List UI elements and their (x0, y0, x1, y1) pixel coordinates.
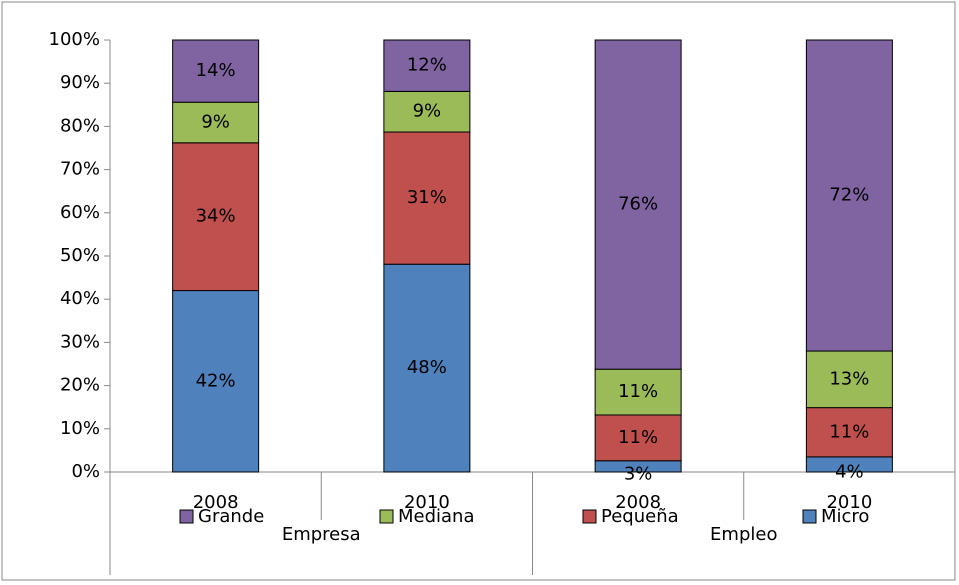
y-tick-label: 40% (60, 288, 100, 309)
bar-segment (383, 39, 471, 92)
x-tick-label: 2010 (404, 492, 450, 513)
legend-swatch (379, 509, 394, 524)
legend-label: Micro (821, 506, 869, 527)
bar-segment (594, 39, 682, 370)
bar-segment (594, 414, 682, 462)
legend-label: Mediana (398, 506, 475, 527)
data-label: 31% (407, 187, 447, 208)
y-tick-label: 30% (60, 331, 100, 352)
bar-segment (383, 131, 471, 265)
data-label: 12% (407, 55, 447, 76)
legend-swatch (802, 509, 817, 524)
data-label: 4% (835, 461, 864, 482)
data-label: 11% (618, 381, 658, 402)
bar-segment (172, 290, 260, 473)
data-label: 13% (829, 368, 869, 389)
y-tick-label: 90% (60, 72, 100, 93)
data-label: 11% (618, 427, 658, 448)
legend-swatch (179, 509, 194, 524)
y-tick-label: 50% (60, 245, 100, 266)
y-tick-label: 20% (60, 375, 100, 396)
y-tick-label: 60% (60, 202, 100, 223)
data-label: 11% (829, 421, 869, 442)
bar-segment (805, 39, 893, 352)
x-tick-label: 2010 (826, 492, 872, 513)
y-tick-label: 70% (60, 159, 100, 180)
y-tick-label: 10% (60, 418, 100, 439)
data-label: 72% (829, 185, 869, 206)
y-tick-label: 0% (71, 461, 100, 482)
data-label: 14% (196, 60, 236, 81)
bar-segment (805, 350, 893, 409)
data-label: 42% (196, 370, 236, 391)
y-tick-label: 100% (49, 29, 100, 50)
group-label: Empresa (282, 524, 361, 545)
x-tick-label: 2008 (193, 492, 239, 513)
bar-segment (172, 142, 260, 292)
data-label: 9% (413, 101, 442, 122)
bar-segment (594, 368, 682, 416)
data-label: 9% (201, 112, 230, 133)
bar-segment (805, 407, 893, 458)
data-label: 48% (407, 357, 447, 378)
legend-label: Grande (198, 506, 264, 527)
y-tick-label: 80% (60, 115, 100, 136)
x-tick-label: 2008 (615, 492, 661, 513)
data-label: 3% (624, 463, 653, 484)
legend-label: Pequeña (601, 506, 679, 527)
group-label: Empleo (710, 524, 777, 545)
data-label: 34% (196, 206, 236, 227)
bar-segment (172, 39, 260, 103)
data-label: 76% (618, 194, 658, 215)
bar-segment (383, 90, 471, 133)
legend-swatch (582, 509, 597, 524)
